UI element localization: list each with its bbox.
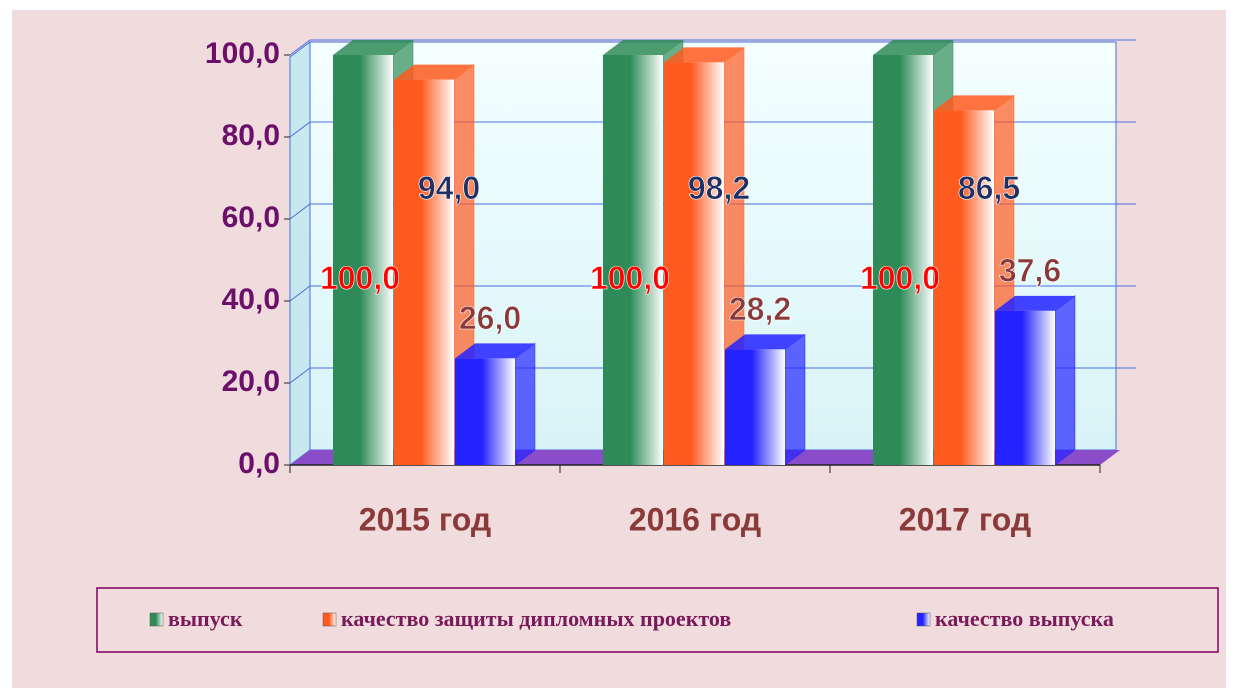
value-label: 28,2 <box>729 291 791 327</box>
bar <box>934 110 994 465</box>
value-label: 100,0 <box>320 260 400 296</box>
bar-side <box>1054 294 1076 466</box>
value-label: 94,0 <box>418 170 480 206</box>
y-tick-label: 100,0 <box>205 37 280 70</box>
bar <box>455 358 515 465</box>
grid-line <box>289 285 311 302</box>
bar <box>603 55 663 465</box>
y-tick-label: 40,0 <box>222 283 280 316</box>
x-tick-label: 2017 год <box>899 501 1031 537</box>
value-label: 37,6 <box>999 252 1061 288</box>
bar-top <box>995 295 1075 311</box>
legend-label: качество выпуска <box>935 606 1114 631</box>
side-wall <box>289 41 311 466</box>
value-label: 100,0 <box>590 260 670 296</box>
y-tick-label: 60,0 <box>222 201 280 234</box>
bar-side <box>514 342 536 466</box>
x-tick-label: 2015 год <box>359 501 491 537</box>
legend-swatch <box>916 612 931 627</box>
grid-line <box>289 121 311 138</box>
bar-top <box>934 95 1014 111</box>
bar <box>873 55 933 465</box>
legend-label: качество защиты дипломных проектов <box>341 606 731 631</box>
bar <box>664 62 724 465</box>
bar <box>725 349 785 465</box>
grid-line <box>289 39 311 56</box>
bar-top <box>455 343 535 359</box>
legend-box <box>96 587 1219 653</box>
bar-top <box>333 40 413 55</box>
value-label: 100,0 <box>860 260 940 296</box>
bar-top <box>603 40 683 55</box>
value-label: 98,2 <box>688 170 750 206</box>
y-tick-label: 0,0 <box>238 447 280 480</box>
bar-side <box>784 333 806 466</box>
legend-label: выпуск <box>168 606 243 631</box>
bar <box>333 55 393 465</box>
x-tick-label: 2016 год <box>629 501 761 537</box>
y-tick-label: 20,0 <box>222 365 280 398</box>
grid-line <box>289 367 311 384</box>
legend-swatch <box>149 612 164 627</box>
value-label: 26,0 <box>459 300 521 336</box>
bar-top <box>725 334 805 350</box>
y-tick-label: 80,0 <box>222 119 280 152</box>
grid-line <box>289 203 311 220</box>
bar-top <box>873 40 953 55</box>
value-label: 86,5 <box>958 170 1020 206</box>
legend-swatch <box>322 612 337 627</box>
bar <box>394 79 454 465</box>
bar <box>995 310 1055 465</box>
bar-top <box>664 47 744 63</box>
bar-top <box>394 64 474 80</box>
